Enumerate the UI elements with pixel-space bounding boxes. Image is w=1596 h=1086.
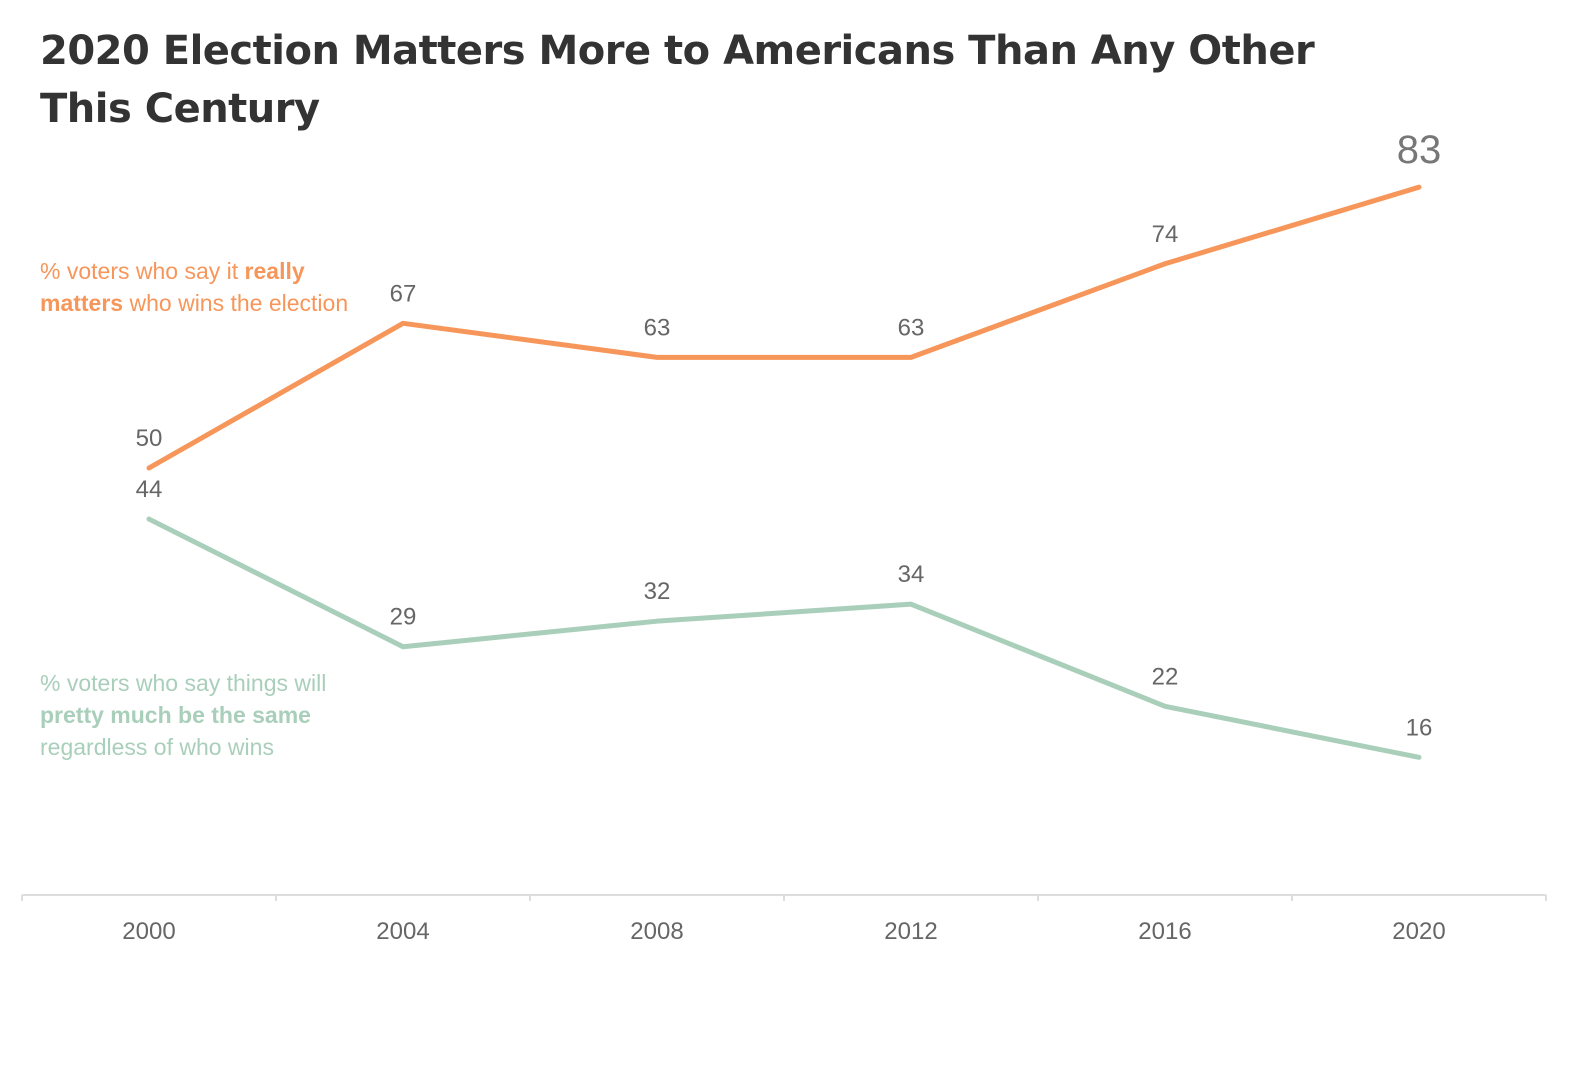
data-label: 63 bbox=[898, 314, 925, 341]
data-label: 16 bbox=[1406, 714, 1433, 741]
data-label: 44 bbox=[136, 476, 163, 503]
data-label: 67 bbox=[390, 280, 417, 307]
series-line-same bbox=[146, 516, 1422, 760]
series-label-same-bold: pretty much be the same bbox=[40, 702, 311, 728]
data-label: 74 bbox=[1152, 221, 1179, 248]
data-label: 63 bbox=[644, 314, 671, 341]
x-tick-label: 2008 bbox=[630, 918, 683, 945]
series-label-really-matters-pre: % voters who say it bbox=[40, 258, 245, 284]
chart-title: 2020 Election Matters More to Americans … bbox=[40, 28, 1315, 132]
x-tick-label: 2020 bbox=[1392, 918, 1445, 945]
series-line-really-matters bbox=[146, 184, 1422, 471]
series-label-really-matters: % voters who say it really matters who w… bbox=[40, 255, 370, 319]
series-label-same-post: regardless of who wins bbox=[40, 734, 274, 760]
data-label: 50 bbox=[136, 425, 163, 452]
series-label-same-pre: % voters who say things will bbox=[40, 670, 327, 696]
data-label: 22 bbox=[1152, 663, 1179, 690]
data-label: 32 bbox=[644, 578, 671, 605]
x-tick-label: 2012 bbox=[884, 918, 937, 945]
data-label: 29 bbox=[390, 604, 417, 631]
x-tick-label: 2016 bbox=[1138, 918, 1191, 945]
x-tick-label: 2000 bbox=[122, 918, 175, 945]
series-label-really-matters-post: who wins the election bbox=[123, 290, 349, 316]
series-label-same: % voters who say things will pretty much… bbox=[40, 667, 350, 763]
data-label: 83 bbox=[1397, 128, 1442, 172]
x-tick-label: 2004 bbox=[376, 918, 429, 945]
series-label-really-matters-bold: really matters bbox=[40, 258, 305, 316]
data-label: 34 bbox=[898, 561, 925, 588]
